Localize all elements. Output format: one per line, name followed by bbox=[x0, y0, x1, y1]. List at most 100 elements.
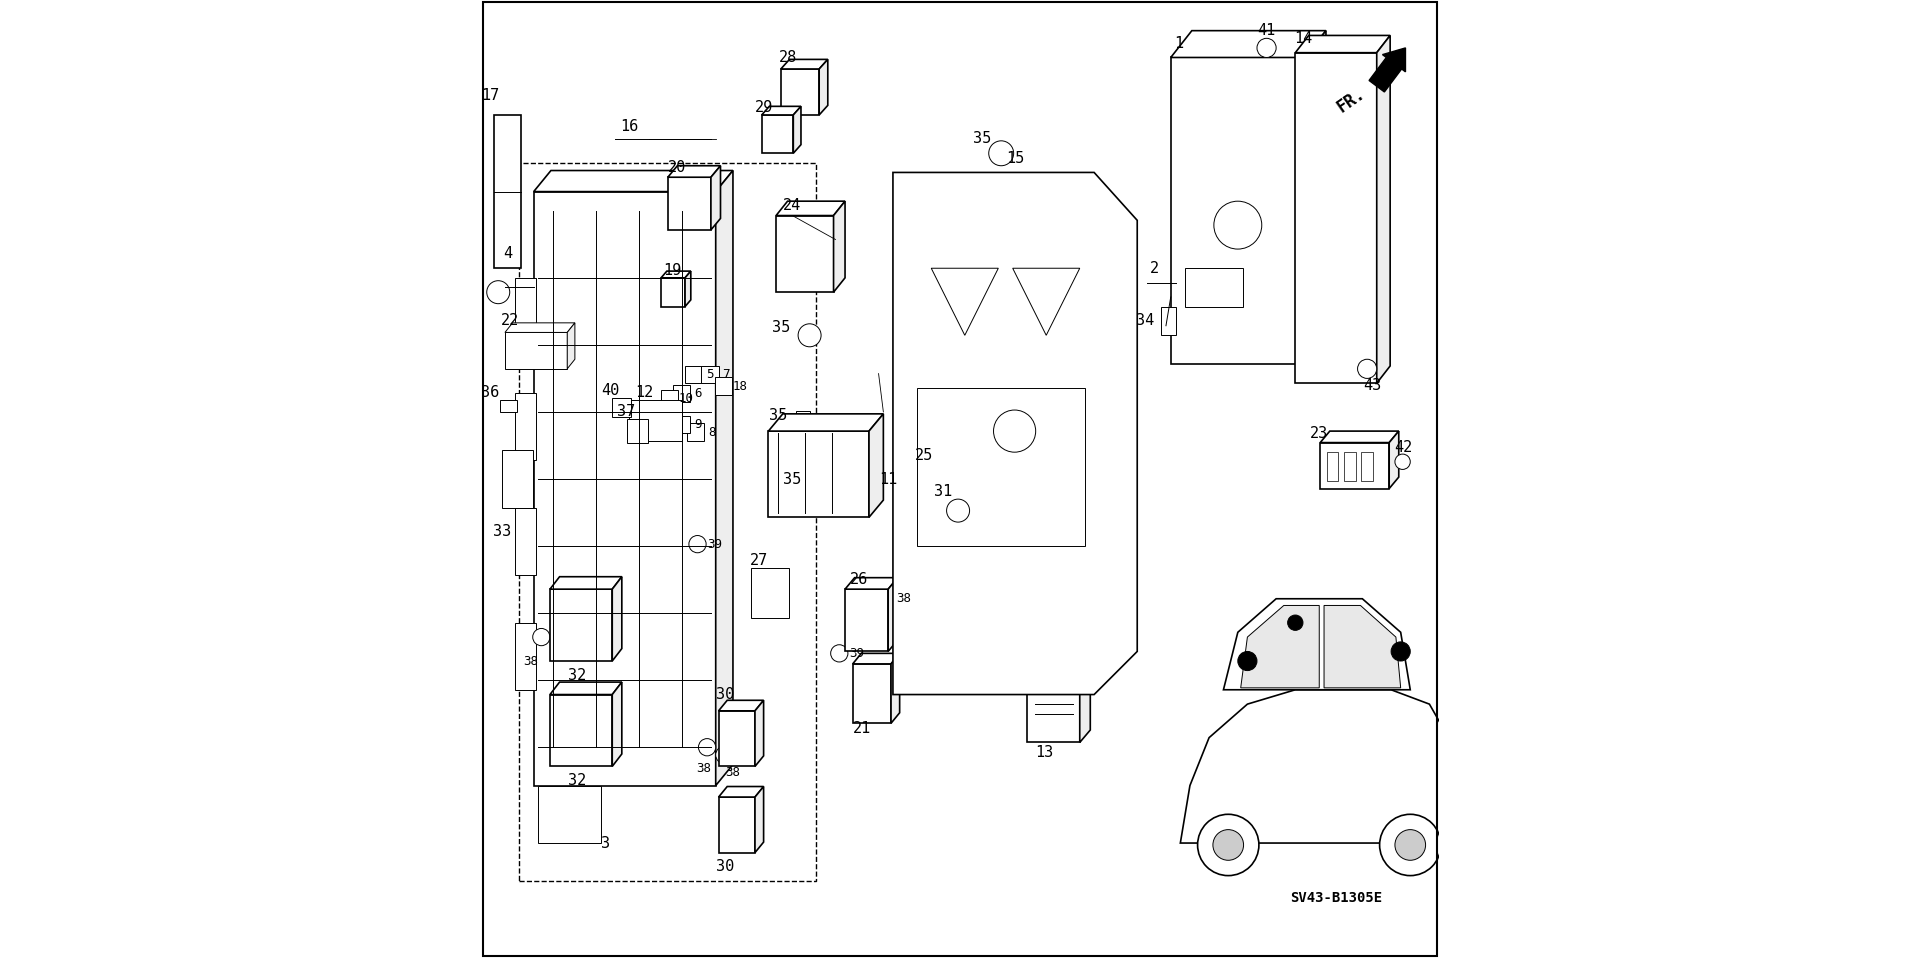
Bar bbox=[751, 568, 789, 618]
Bar bbox=[852, 664, 891, 723]
Polygon shape bbox=[833, 201, 845, 292]
Text: 30: 30 bbox=[716, 859, 735, 875]
Bar bbox=[505, 332, 566, 369]
Bar bbox=[660, 390, 678, 407]
Bar bbox=[776, 216, 833, 292]
Polygon shape bbox=[1012, 268, 1079, 335]
Bar bbox=[549, 589, 612, 661]
Circle shape bbox=[1258, 38, 1277, 57]
Circle shape bbox=[1396, 830, 1425, 860]
Polygon shape bbox=[755, 700, 764, 766]
Circle shape bbox=[895, 569, 912, 586]
Bar bbox=[714, 377, 732, 395]
Circle shape bbox=[947, 499, 970, 522]
Text: SV43-B1305E: SV43-B1305E bbox=[1290, 891, 1382, 905]
Bar bbox=[797, 411, 810, 426]
Text: 21: 21 bbox=[852, 720, 872, 736]
Text: 1: 1 bbox=[1173, 35, 1183, 51]
Bar bbox=[501, 450, 532, 508]
Polygon shape bbox=[716, 171, 733, 786]
Bar bbox=[1171, 57, 1306, 364]
FancyArrow shape bbox=[1369, 48, 1405, 92]
Bar bbox=[612, 398, 632, 417]
Polygon shape bbox=[668, 166, 720, 177]
Text: 5: 5 bbox=[707, 368, 714, 381]
Bar bbox=[845, 589, 889, 651]
Circle shape bbox=[1198, 814, 1260, 876]
Bar bbox=[495, 115, 520, 268]
Text: 39: 39 bbox=[849, 647, 864, 660]
Text: 14: 14 bbox=[1294, 31, 1311, 46]
Polygon shape bbox=[1027, 668, 1091, 680]
Text: 19: 19 bbox=[664, 262, 682, 278]
Polygon shape bbox=[820, 59, 828, 115]
Text: 4: 4 bbox=[503, 246, 513, 262]
Text: 31: 31 bbox=[933, 484, 952, 499]
Text: FR.: FR. bbox=[1332, 84, 1369, 117]
Bar bbox=[668, 177, 710, 230]
Bar bbox=[718, 711, 755, 766]
Circle shape bbox=[689, 536, 707, 553]
Circle shape bbox=[1213, 201, 1261, 249]
Polygon shape bbox=[1223, 599, 1411, 690]
Polygon shape bbox=[505, 323, 574, 332]
Text: 6: 6 bbox=[693, 387, 701, 400]
Polygon shape bbox=[914, 453, 960, 463]
Bar bbox=[918, 388, 1085, 546]
Text: 10: 10 bbox=[678, 392, 693, 405]
Text: 12: 12 bbox=[636, 385, 653, 400]
Text: 17: 17 bbox=[482, 88, 499, 103]
Bar bbox=[768, 431, 870, 517]
Circle shape bbox=[1213, 830, 1244, 860]
Text: 23: 23 bbox=[1309, 425, 1329, 441]
Polygon shape bbox=[685, 271, 691, 307]
Text: 38: 38 bbox=[897, 592, 910, 605]
Text: 20: 20 bbox=[668, 160, 687, 175]
Text: 38: 38 bbox=[695, 762, 710, 775]
Bar bbox=[718, 797, 755, 853]
Text: 33: 33 bbox=[493, 524, 511, 539]
Polygon shape bbox=[1390, 431, 1400, 489]
Polygon shape bbox=[612, 682, 622, 766]
Polygon shape bbox=[1296, 35, 1390, 53]
Text: 32: 32 bbox=[568, 668, 586, 683]
Polygon shape bbox=[718, 787, 764, 797]
Circle shape bbox=[1392, 642, 1411, 661]
Polygon shape bbox=[1377, 35, 1390, 383]
Polygon shape bbox=[793, 106, 801, 153]
Bar bbox=[549, 695, 612, 766]
Text: 15: 15 bbox=[1006, 150, 1025, 166]
Polygon shape bbox=[776, 201, 845, 216]
Circle shape bbox=[1238, 651, 1258, 671]
Bar bbox=[1296, 53, 1377, 383]
Polygon shape bbox=[950, 453, 960, 513]
Circle shape bbox=[716, 746, 733, 764]
Bar bbox=[518, 163, 816, 881]
Text: 29: 29 bbox=[755, 100, 772, 115]
Polygon shape bbox=[755, 787, 764, 853]
Bar bbox=[810, 475, 824, 489]
Text: 42: 42 bbox=[1394, 440, 1413, 455]
Text: 18: 18 bbox=[732, 379, 747, 393]
Text: 24: 24 bbox=[783, 198, 801, 214]
Polygon shape bbox=[612, 577, 622, 661]
Polygon shape bbox=[1306, 31, 1327, 364]
Polygon shape bbox=[1240, 605, 1319, 688]
Text: 8: 8 bbox=[708, 425, 716, 439]
Bar bbox=[1027, 680, 1079, 742]
Circle shape bbox=[1357, 359, 1377, 378]
Polygon shape bbox=[768, 414, 883, 431]
Bar bbox=[1162, 307, 1175, 335]
Polygon shape bbox=[889, 578, 899, 651]
Polygon shape bbox=[1079, 668, 1091, 742]
Polygon shape bbox=[891, 653, 900, 723]
Circle shape bbox=[799, 324, 822, 347]
Bar bbox=[1185, 268, 1242, 307]
Bar bbox=[515, 508, 536, 575]
Bar bbox=[515, 623, 536, 690]
Bar bbox=[515, 278, 536, 345]
Text: 27: 27 bbox=[749, 553, 768, 568]
Text: 35: 35 bbox=[783, 471, 801, 487]
Text: 9: 9 bbox=[693, 418, 701, 431]
Bar bbox=[1361, 452, 1373, 481]
